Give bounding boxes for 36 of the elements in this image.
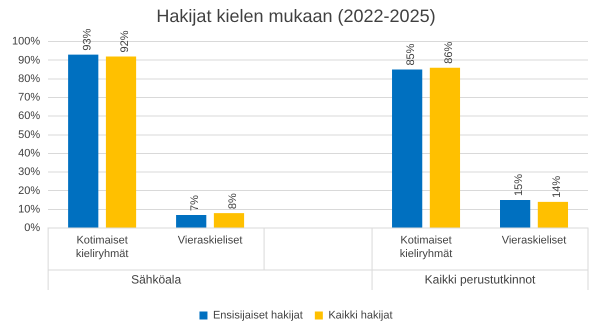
x-tick-label: Vieraskieliset <box>178 234 242 247</box>
data-label: 7% <box>189 194 202 211</box>
text: Sähköala <box>131 272 182 286</box>
text: Kaikki perustutkinnot <box>424 272 536 286</box>
y-tick-label: 40% <box>18 147 40 160</box>
y-tick-label: 80% <box>18 72 40 85</box>
y-tick-label: 0% <box>24 222 40 234</box>
y-tick-label: 70% <box>18 92 40 104</box>
x-tick-label: Kotimaiset kieliryhmät <box>76 234 128 260</box>
data-label: 93% <box>81 28 94 51</box>
y-tick-label: 30% <box>18 166 40 178</box>
data-label: 14% <box>550 176 563 198</box>
data-label: 8% <box>227 192 240 210</box>
bar <box>176 214 206 228</box>
data-label: 85% <box>405 43 418 66</box>
y-tick-label: 10% <box>18 203 40 216</box>
y-tick-label: 60% <box>18 110 40 122</box>
bar <box>430 68 460 228</box>
bar <box>392 70 422 228</box>
data-label: 15% <box>513 174 526 196</box>
bar <box>106 56 136 228</box>
bar <box>68 54 98 228</box>
bar <box>500 200 530 228</box>
data-label: 92% <box>119 30 132 53</box>
chart-title: Hakijat kielen mukaan (2022-2025) <box>156 6 436 26</box>
bar <box>214 213 244 228</box>
x-tick-label: Vieraskieliset <box>502 234 566 247</box>
y-tick-label: 50% <box>18 128 40 141</box>
data-label: 86% <box>442 41 455 64</box>
bar <box>538 202 568 228</box>
y-tick-label: 100% <box>12 36 40 48</box>
legend-label: Ensisijaiset hakijat <box>212 310 303 322</box>
y-tick-label: 90% <box>18 54 40 66</box>
x-tick-label: Kotimaiset kieliryhmät <box>400 234 452 260</box>
y-tick-label: 20% <box>18 184 40 197</box>
legend-label: Kaikki hakijat <box>328 310 393 322</box>
